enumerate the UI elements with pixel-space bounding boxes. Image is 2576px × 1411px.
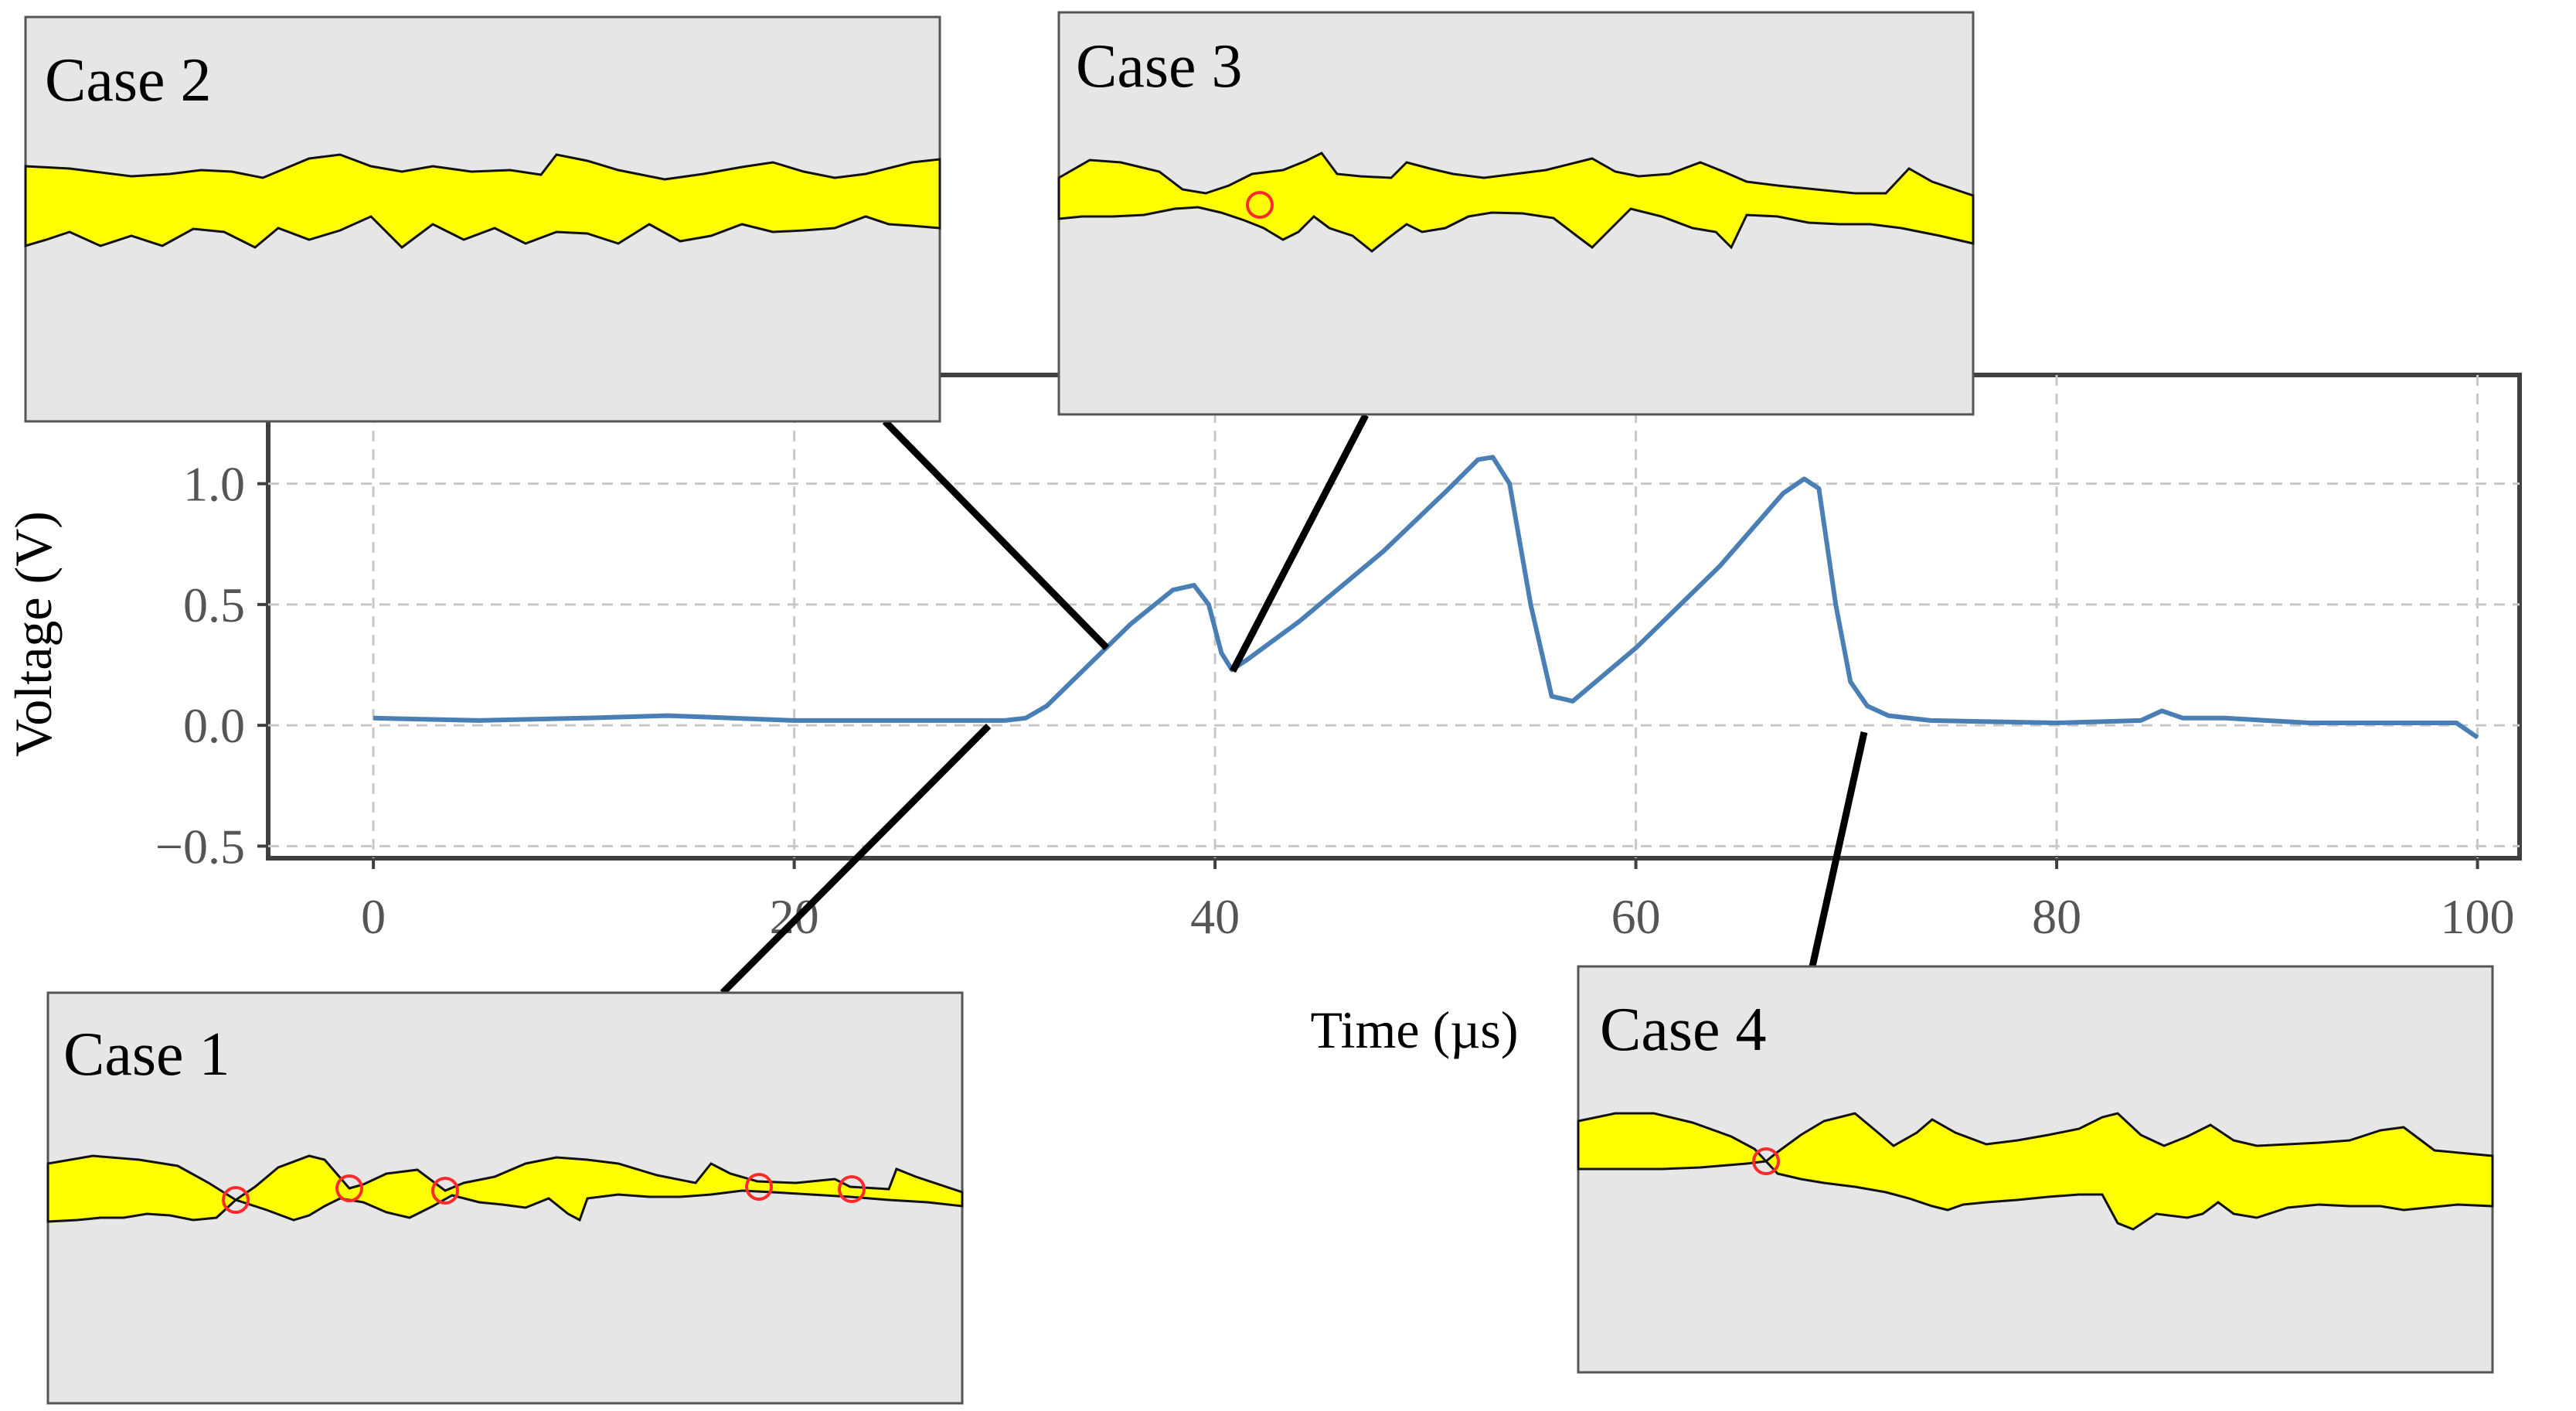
x-axis-label: Time (µs)	[1310, 1000, 1518, 1059]
case-4-crossing-marker	[1752, 1147, 1780, 1175]
case-4-label: Case 4	[1600, 996, 1767, 1064]
case-1-crossing-marker	[745, 1173, 773, 1201]
y-axis-label: Voltage (V)	[4, 511, 63, 757]
y-tick-label: 0.0	[183, 698, 245, 753]
case-1-crossing-marker	[222, 1186, 250, 1214]
case-2-label: Case 2	[45, 46, 212, 114]
y-tick-label: 0.5	[183, 578, 245, 632]
voltage-series-line	[373, 455, 2479, 740]
case-1-crossing-marker	[335, 1174, 363, 1202]
x-tick-label: 60	[1611, 889, 1661, 944]
leader-line-case-1	[720, 723, 992, 996]
inset-case-1: Case 1	[46, 991, 964, 1405]
inset-case-2: Case 2	[24, 15, 941, 423]
leader-line-case-2	[882, 418, 1110, 651]
inset-case-3: Case 3	[1057, 11, 1975, 416]
x-axis: 020406080100	[361, 858, 2515, 944]
leader-line-case-4	[1809, 731, 1868, 967]
plot-frame	[266, 373, 2522, 861]
leader-line-case-3	[1230, 413, 1369, 673]
x-tick-label: 80	[2032, 889, 2081, 944]
x-tick-label: 100	[2441, 889, 2515, 944]
case-3-band	[1057, 152, 1975, 253]
case-3-label: Case 3	[1076, 32, 1243, 101]
case-1-band	[46, 1154, 964, 1223]
y-axis: −0.5 0.0 0.5 1.0	[155, 457, 268, 874]
y-tick-label: −0.5	[155, 819, 245, 874]
grid	[268, 375, 2520, 858]
case-1-crossing-marker	[431, 1177, 459, 1205]
inset-case-4: Case 4	[1577, 965, 2494, 1374]
case-1-label: Case 1	[63, 1021, 230, 1089]
case-4-band	[1577, 1112, 2494, 1231]
case-3-crossing-marker	[1246, 191, 1274, 219]
case-1-crossing-marker	[838, 1175, 866, 1203]
x-tick-label: 40	[1190, 889, 1240, 944]
y-tick-label: 1.0	[183, 457, 245, 512]
case-2-band	[24, 153, 941, 249]
x-tick-label: 0	[361, 889, 386, 944]
